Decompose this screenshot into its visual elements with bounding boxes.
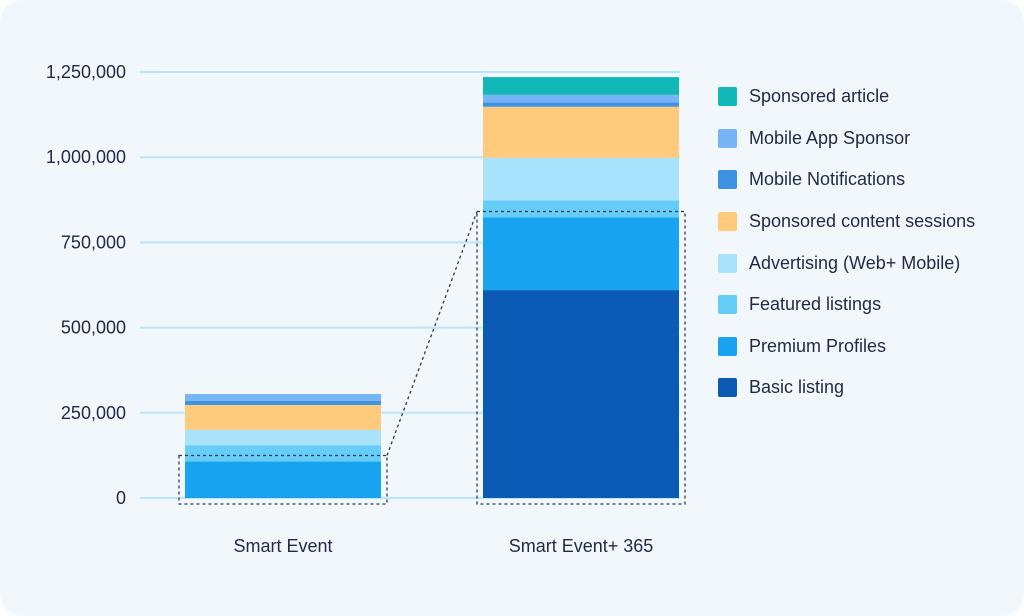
legend-label: Mobile App Sponsor: [749, 127, 911, 148]
legend-item: Premium Profiles: [718, 326, 975, 368]
y-tick-label: 250,000: [61, 403, 126, 423]
bars: [185, 77, 679, 498]
legend-label: Advertising (Web+ Mobile): [749, 252, 961, 273]
legend-label: Basic listing: [749, 377, 845, 398]
legend-swatch: [718, 336, 737, 356]
x-category-label: Smart Event+ 365: [509, 536, 654, 556]
bar-segment-sponsored-article: [483, 77, 679, 95]
y-tick-label: 0: [116, 488, 126, 508]
bar-segment-advertising-web-mobile-: [483, 157, 679, 201]
legend-item: Advertising (Web+ Mobile): [718, 242, 975, 284]
bar-segment-featured-listings: [483, 200, 679, 218]
legend-label: Sponsored content sessions: [749, 211, 976, 232]
legend-label: Premium Profiles: [749, 335, 887, 356]
zoom-annotation: [178, 210, 686, 505]
y-tick-label: 500,000: [61, 318, 126, 338]
legend-swatch: [718, 378, 737, 398]
zoom-box-left: [178, 454, 388, 505]
legend-item: Sponsored content sessions: [718, 201, 975, 243]
bar-segment-sponsored-content-sessions: [483, 106, 679, 158]
legend-item: Sponsored article: [718, 76, 975, 118]
zoom-connector-line: [386, 211, 478, 456]
legend-item: Mobile App Sponsor: [718, 118, 975, 160]
y-tick-label: 1,000,000: [46, 147, 126, 167]
y-tick-label: 1,250,000: [46, 62, 126, 82]
legend-label: Featured listings: [749, 294, 882, 315]
bar-segment-mobile-app-sponsor: [483, 94, 679, 103]
bar-segment-featured-listings: [185, 445, 381, 462]
legend-swatch: [718, 128, 737, 148]
y-axis-ticks: 0 250,000 500,000 750,000 1,000,000 1,250,000: [46, 62, 126, 508]
legend-item: Featured listings: [718, 284, 975, 326]
legend-swatch: [718, 87, 737, 107]
bar-segment-advertising-web-mobile-: [185, 429, 381, 446]
x-category-label: Smart Event: [233, 536, 332, 556]
legend-swatch: [718, 170, 737, 190]
legend-label: Sponsored article: [749, 86, 890, 107]
zoom-box-right: [476, 210, 686, 505]
legend-swatch: [718, 212, 737, 232]
bar-segment-mobile-notifications: [185, 400, 381, 405]
legend-label: Mobile Notifications: [749, 169, 906, 190]
bar-segment-premium-profiles: [185, 461, 381, 498]
legend-item: Mobile Notifications: [718, 159, 975, 201]
legend: Sponsored article Mobile App Sponsor Mobil…: [718, 76, 975, 409]
x-axis-labels: Smart Event Smart Event+ 365: [233, 536, 653, 556]
legend-swatch: [718, 295, 737, 315]
legend-item: Basic listing: [718, 367, 975, 409]
bar-segment-mobile-app-sponsor: [185, 394, 381, 401]
y-tick-label: 750,000: [61, 232, 126, 252]
bar-segment-mobile-notifications: [483, 102, 679, 107]
bar-segment-premium-profiles: [483, 217, 679, 291]
legend-swatch: [718, 253, 737, 273]
bar-segment-basic-listing: [483, 290, 679, 498]
bar-segment-sponsored-content-sessions: [185, 404, 381, 430]
